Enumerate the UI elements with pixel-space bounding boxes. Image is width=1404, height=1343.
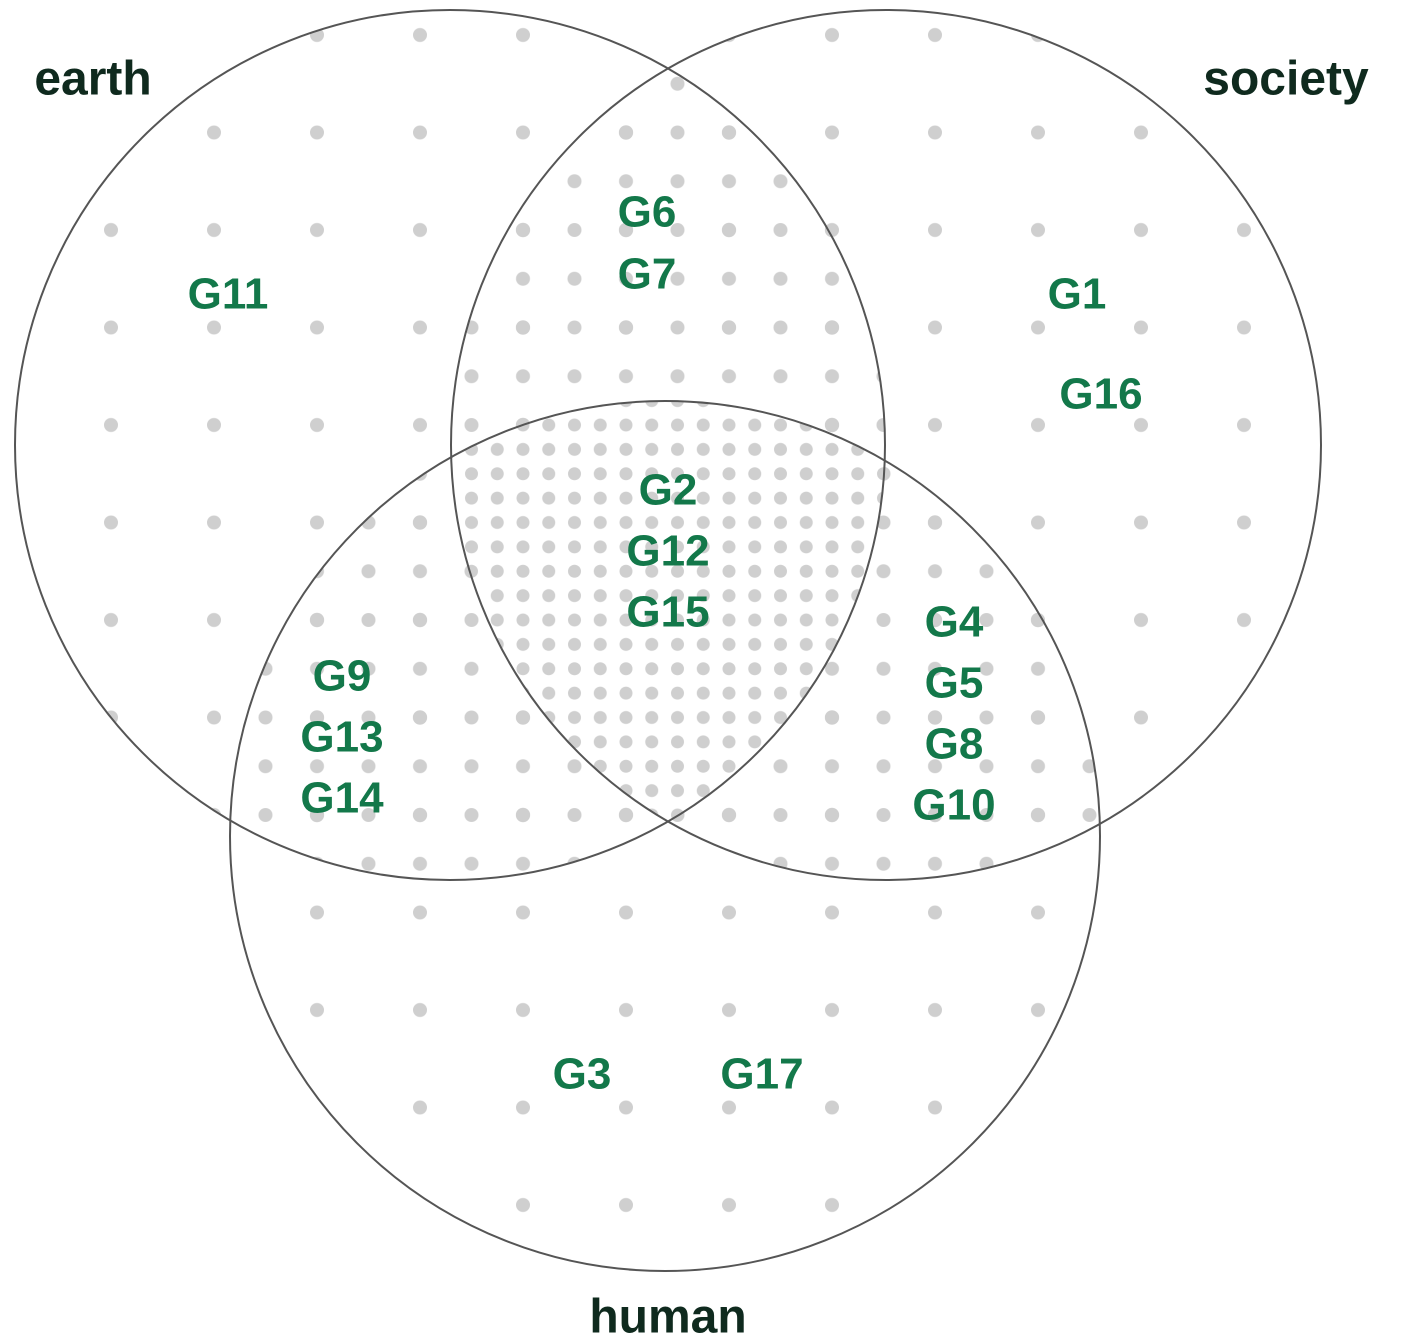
set-label: earth bbox=[34, 53, 151, 106]
item-label: G14 bbox=[300, 774, 384, 823]
item-label: G4 bbox=[925, 598, 984, 647]
set-circle bbox=[450, 9, 1322, 881]
item-label: G17 bbox=[720, 1050, 803, 1099]
item-label: G10 bbox=[912, 781, 995, 830]
set-label: human bbox=[589, 1291, 746, 1343]
set-circle bbox=[14, 9, 886, 881]
item-label: G11 bbox=[188, 270, 269, 319]
item-label: G1 bbox=[1048, 270, 1107, 319]
item-label: G5 bbox=[925, 659, 984, 708]
item-label: G13 bbox=[300, 713, 383, 762]
item-label: G9 bbox=[313, 652, 372, 701]
item-label: G12 bbox=[626, 527, 709, 576]
item-label: G15 bbox=[626, 588, 709, 637]
item-label: G6 bbox=[618, 188, 677, 237]
item-label: G8 bbox=[925, 720, 984, 769]
set-label: society bbox=[1203, 53, 1369, 106]
set-circle bbox=[229, 400, 1101, 1272]
item-label: G7 bbox=[618, 250, 677, 299]
item-label: G16 bbox=[1059, 370, 1142, 419]
item-label: G2 bbox=[639, 466, 698, 515]
dot-pattern bbox=[15, 10, 1321, 1271]
item-label: G3 bbox=[553, 1050, 612, 1099]
